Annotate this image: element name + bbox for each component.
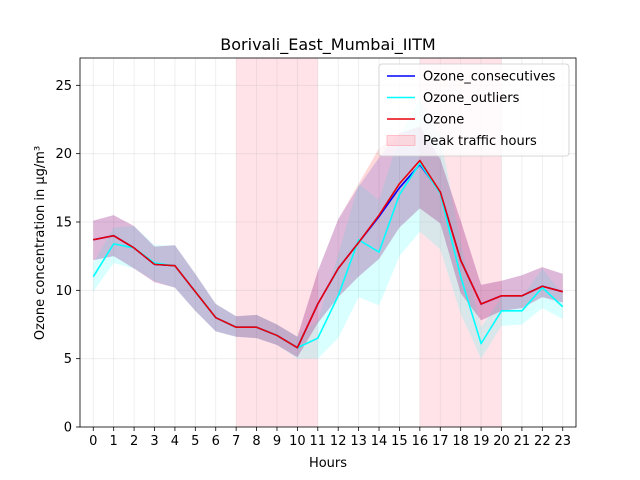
x-tick-label-18: 18: [452, 434, 469, 449]
x-tick-label-3: 3: [150, 434, 158, 449]
x-axis-title: Hours: [309, 456, 347, 471]
band-ozone: [93, 126, 563, 358]
chart-title: Borivali_East_Mumbai_IITM: [220, 35, 435, 55]
y-tick-label-4: 20: [55, 147, 72, 162]
legend-box: [378, 63, 570, 157]
x-tick-label-0: 0: [89, 434, 97, 449]
series-lines: [92, 159, 564, 349]
x-tick-label-12: 12: [330, 434, 347, 449]
band-ozone-outliers: [93, 99, 563, 359]
y-tick-label-0: 0: [64, 421, 72, 436]
x-axis-ticks: 0 1 2 3 4 5 6 7 8 9 10 11 12 13 14 15 16 17 18 19 20 21 22 23: [89, 427, 571, 449]
x-tick-label-15: 15: [391, 434, 408, 449]
band-ozone-consecutives: [93, 126, 563, 358]
legend-label-ozone: Ozone: [423, 113, 464, 128]
x-tick-label-21: 21: [514, 434, 531, 449]
x-tick-label-14: 14: [371, 434, 388, 449]
y-axis-title: Ozone concentration in µg/m³: [33, 146, 48, 340]
x-tick-label-17: 17: [432, 434, 449, 449]
x-tick-label-16: 16: [412, 434, 429, 449]
y-tick-label-5: 25: [55, 79, 72, 94]
x-tick-label-10: 10: [289, 434, 306, 449]
x-tick-label-20: 20: [493, 434, 510, 449]
x-tick-label-7: 7: [232, 434, 240, 449]
legend: Ozone_consecutives Ozone_outliers Ozone Pea…: [378, 63, 570, 157]
x-tick-label-6: 6: [212, 434, 220, 449]
legend-label-ozone-outliers: Ozone_outliers: [423, 91, 520, 106]
x-tick-label-9: 9: [273, 434, 281, 449]
series-line-ozone: [93, 159, 563, 349]
x-tick-label-11: 11: [310, 434, 327, 449]
confidence-bands: [93, 99, 563, 359]
x-tick-label-23: 23: [554, 434, 571, 449]
x-tick-label-1: 1: [110, 434, 118, 449]
axes: [79, 57, 577, 428]
x-tick-label-5: 5: [191, 434, 199, 449]
legend-label-ozone-consecutives: Ozone_consecutives: [423, 70, 556, 85]
y-axis-ticks: 0 5 10 15 20 25: [55, 79, 80, 436]
x-tick-label-13: 13: [350, 434, 367, 449]
x-tick-label-2: 2: [130, 434, 138, 449]
y-tick-label-3: 15: [55, 216, 72, 231]
plot-frame: [79, 57, 577, 428]
x-tick-label-8: 8: [252, 434, 260, 449]
legend-swatch-peak-traffic-hours: [386, 135, 416, 146]
x-tick-label-19: 19: [473, 434, 490, 449]
x-tick-label-4: 4: [171, 434, 179, 449]
x-tick-label-22: 22: [534, 434, 551, 449]
peak-traffic-span-0: [236, 58, 318, 427]
legend-label-peak-traffic-hours: Peak traffic hours: [423, 134, 537, 149]
y-tick-label-1: 5: [64, 352, 72, 367]
y-tick-label-2: 10: [55, 284, 72, 299]
